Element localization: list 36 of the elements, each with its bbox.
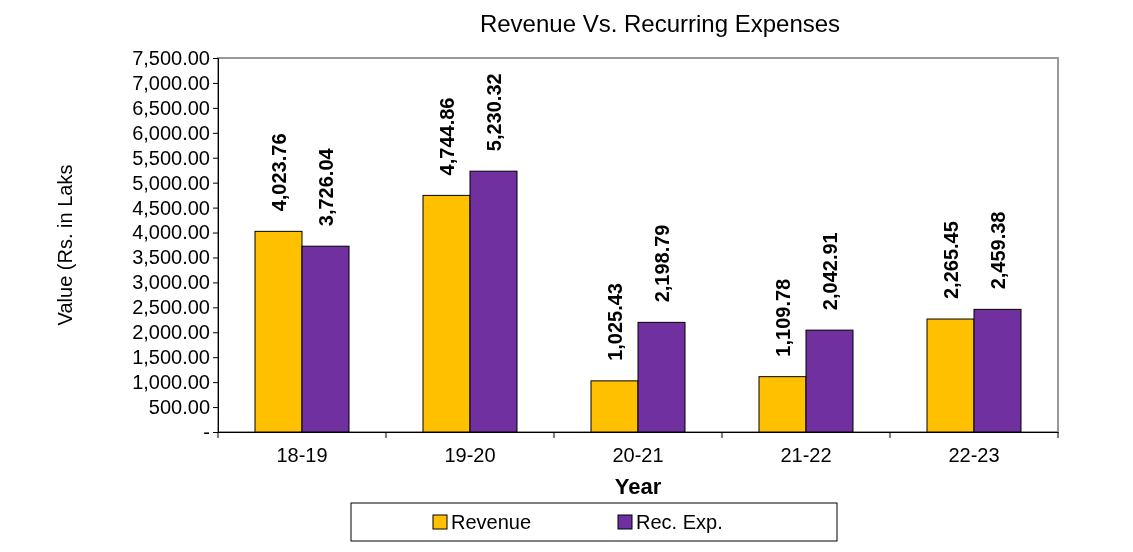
chart-title: Revenue Vs. Recurring Expenses bbox=[479, 10, 841, 37]
y-tick-label: 5,500.00 bbox=[132, 146, 210, 169]
data-label: 4,744.86 bbox=[435, 97, 458, 176]
y-tick-label: 3,500.00 bbox=[132, 246, 210, 269]
y-tick-label: 7,000.00 bbox=[132, 71, 210, 94]
x-tick-label: 19-20 bbox=[444, 444, 496, 467]
legend-label: Revenue bbox=[451, 511, 532, 533]
data-label: 2,198.79 bbox=[650, 224, 673, 303]
y-tick-label: 5,000.00 bbox=[132, 171, 210, 194]
y-tick-label: 2,500.00 bbox=[132, 296, 210, 319]
x-tick-label: 20-21 bbox=[612, 444, 664, 467]
y-tick-label: 7,500.00 bbox=[132, 46, 210, 69]
y-tick-label: 1,500.00 bbox=[132, 346, 210, 369]
y-tick-label: 1,000.00 bbox=[132, 371, 210, 394]
data-label: 4,023.76 bbox=[267, 133, 290, 212]
data-label: 1,025.43 bbox=[603, 283, 626, 361]
data-label: 3,726.04 bbox=[314, 147, 337, 227]
y-tick-label: 3,000.00 bbox=[132, 271, 210, 294]
data-label: 2,042.91 bbox=[818, 232, 841, 311]
legend-label: Rec. Exp. bbox=[636, 511, 723, 533]
x-axis-title: Year bbox=[614, 474, 662, 499]
y-tick-label: 4,500.00 bbox=[132, 196, 210, 219]
data-label: 1,109.78 bbox=[771, 278, 794, 357]
x-tick-label: 21-22 bbox=[780, 444, 832, 467]
data-label: 2,459.38 bbox=[986, 211, 1009, 290]
y-tick-label: 6,000.00 bbox=[132, 121, 210, 144]
y-tick-label: 6,500.00 bbox=[132, 96, 210, 119]
data-label: 2,265.45 bbox=[939, 221, 962, 300]
y-tick-label: 2,000.00 bbox=[132, 321, 210, 344]
data-label: 5,230.32 bbox=[482, 73, 505, 152]
y-tick-label: 4,000.00 bbox=[132, 221, 210, 244]
y-axis-title: Value (Rs. in Laks bbox=[54, 164, 76, 326]
x-tick-label: 22-23 bbox=[948, 444, 1000, 467]
x-tick-label: 18-19 bbox=[276, 444, 328, 467]
y-tick-label: 500.00 bbox=[148, 395, 210, 418]
y-tick-label: - bbox=[203, 420, 210, 443]
